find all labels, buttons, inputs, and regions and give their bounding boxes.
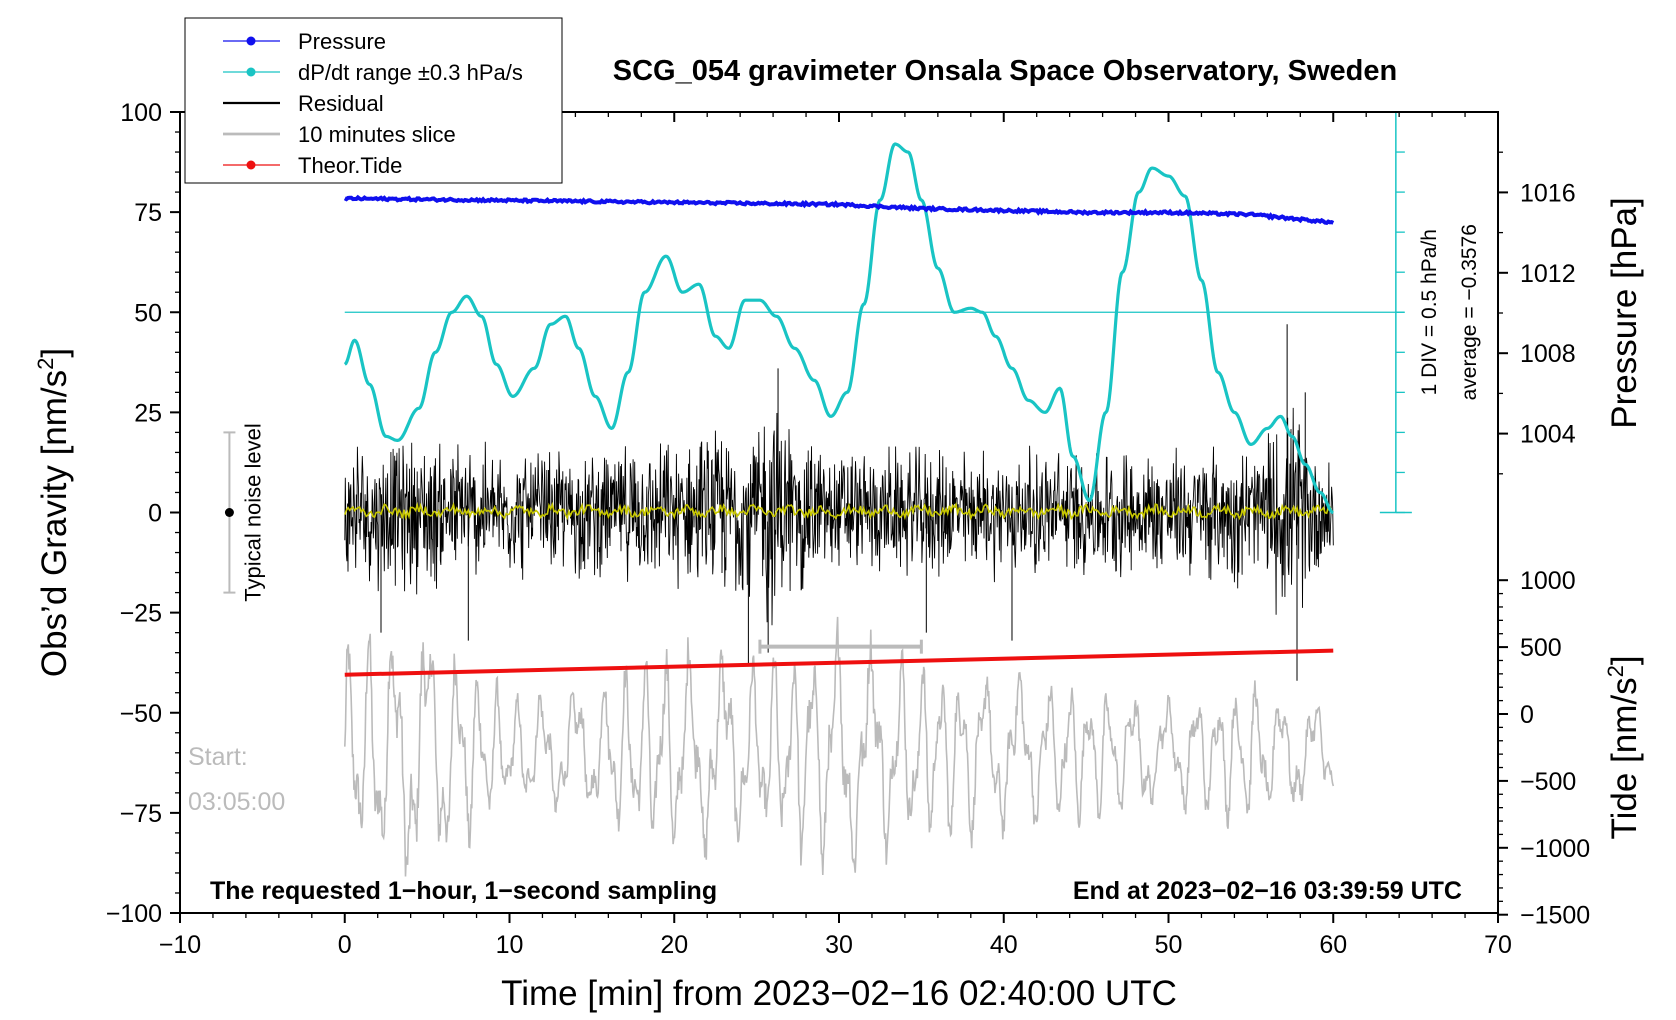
- y-left-axis-label-sup: 2: [33, 358, 58, 370]
- legend-marker-4: [246, 160, 256, 170]
- y-left-axis-label-end: ]: [35, 348, 74, 358]
- tide-axis-label-sup: 2: [1603, 665, 1628, 677]
- x-axis-label: Time [min] from 2023−02−16 02:40:00 UTC: [501, 974, 1177, 1013]
- legend: Pressure dP/dt range ±0.3 hPa/s Residual 10…: [184, 17, 563, 184]
- y-left-axis-label: Obs’d Gravity [nm/s2]: [33, 348, 74, 677]
- start-time: 03:05:00: [188, 788, 285, 816]
- legend-label-4: Theor.Tide: [298, 153, 402, 178]
- tide-line: [344, 648, 1334, 677]
- legend-marker-1: [246, 67, 256, 77]
- y-left-tick-label: −50: [120, 700, 162, 728]
- residual-smoothed-line: [344, 501, 1334, 521]
- noise-bar-label: Typical noise level: [240, 423, 265, 602]
- scale-note-line1: 1 DIV = 0.5 hPa/h: [1418, 229, 1441, 395]
- x-tick-label: −10: [159, 931, 201, 959]
- x-tick-label: 10: [496, 931, 524, 959]
- y-left-tick-label: 25: [134, 399, 162, 427]
- bottom-right-note: End at 2023−02−16 03:39:59 UTC: [1073, 877, 1462, 905]
- pressure-line: [343, 194, 1335, 226]
- x-tick-label: 20: [660, 931, 688, 959]
- tide-tick-label: 500: [1520, 634, 1562, 662]
- tide-tick-label: −1000: [1520, 835, 1590, 863]
- legend-label-3: 10 minutes slice: [298, 122, 456, 147]
- tide-tick-label: 0: [1520, 701, 1534, 729]
- scale-note-line2: average = −0.3576: [1458, 224, 1481, 400]
- y-left-tick-label: −75: [120, 800, 162, 828]
- chart-title: SCG_054 gravimeter Onsala Space Observat…: [613, 55, 1397, 87]
- text-layer: Typical noise level 1 DIV = 0.5 hPa/h aver…: [33, 55, 1644, 1013]
- y-left-tick-label: −100: [106, 900, 162, 928]
- x-tick-label: 70: [1484, 931, 1512, 959]
- dpdt-line: [343, 142, 1334, 515]
- legend-label-0: Pressure: [298, 29, 386, 54]
- y-left-tick-label: 100: [120, 99, 162, 127]
- y-left-tick-label: 0: [148, 500, 162, 528]
- tide-axis-label: Tide [nm/s2]: [1603, 655, 1644, 839]
- pressure-tick-label: 1008: [1520, 340, 1576, 368]
- legend-label-1: dP/dt range ±0.3 hPa/s: [298, 60, 523, 85]
- pressure-tick-label: 1016: [1520, 179, 1576, 207]
- tide-axis-label-end: ]: [1605, 655, 1644, 665]
- tide-tick-label: −500: [1520, 768, 1576, 796]
- tide-tick-label: 1000: [1520, 567, 1576, 595]
- x-tick-label: 60: [1319, 931, 1347, 959]
- x-tick-label: 50: [1155, 931, 1183, 959]
- x-tick-label: 0: [338, 931, 352, 959]
- tide-tick-label: −1500: [1520, 902, 1590, 930]
- y-left-tick-label: 50: [134, 299, 162, 327]
- pressure-tick-label: 1004: [1520, 421, 1576, 449]
- y-left-tick-label: −25: [120, 600, 162, 628]
- y-left-tick-label: 75: [134, 199, 162, 227]
- tide-axis-label-main: Tide [nm/s: [1605, 677, 1644, 839]
- pressure-axis-label: Pressure [hPa]: [1605, 197, 1644, 429]
- noise-bar-center-dot: [224, 508, 234, 517]
- residual-line: [344, 407, 1334, 626]
- y-left-axis-label-main: Obs’d Gravity [nm/s: [35, 370, 74, 677]
- x-tick-label: 30: [825, 931, 853, 959]
- legend-label-2: Residual: [298, 91, 384, 116]
- plot-area: [343, 142, 1335, 877]
- legend-box: [184, 17, 563, 184]
- x-tick-label: 40: [990, 931, 1018, 959]
- legend-marker-0: [246, 36, 256, 46]
- pressure-tick-label: 1012: [1520, 260, 1576, 288]
- bottom-left-note: The requested 1−hour, 1−second sampling: [210, 877, 717, 905]
- start-label: Start:: [188, 743, 248, 771]
- plot-layer: [223, 111, 1412, 877]
